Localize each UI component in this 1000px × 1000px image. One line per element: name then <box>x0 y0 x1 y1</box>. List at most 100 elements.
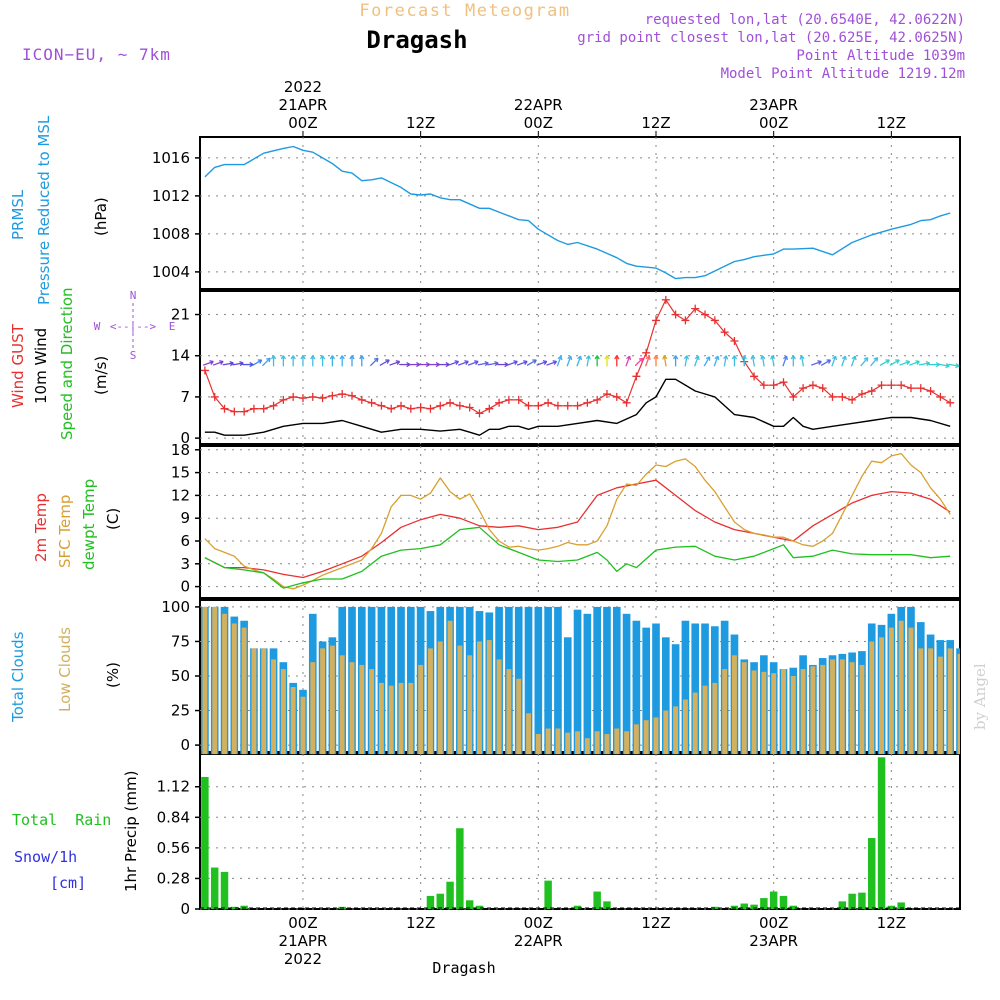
low-cloud-bar <box>535 734 541 755</box>
total-cloud-bar <box>563 637 572 755</box>
gust-marker <box>504 395 513 404</box>
total-cloud-bar <box>377 606 386 755</box>
low-cloud-bar <box>526 713 531 755</box>
low-cloud-bar <box>918 648 924 755</box>
time-label-bottom: 00Z <box>288 914 317 932</box>
gust-marker <box>406 404 415 413</box>
y-tick-label: 7 <box>180 388 190 406</box>
gust-marker <box>377 401 386 410</box>
wind-arrow <box>860 357 869 367</box>
low-cloud-bar <box>614 728 620 755</box>
compass-w: W <box>94 320 101 333</box>
header-model-name: ICON−EU, ~ 7km <box>22 45 171 64</box>
pressure-label-1: PRMSL <box>9 189 27 240</box>
wind-arrow-head <box>464 360 469 365</box>
low-cloud-bar <box>908 627 914 755</box>
clouds-panel <box>201 606 960 755</box>
precip-bar <box>897 902 905 909</box>
precip-labels: Total Rain Snow/1h [cm] 1hr Precip (mm) <box>12 771 140 892</box>
wind-arrow-head <box>513 360 518 365</box>
precip-bar <box>436 893 444 909</box>
low-cloud-bar <box>329 645 335 755</box>
gust-marker <box>583 398 592 407</box>
low-cloud-bar <box>673 706 679 755</box>
precip-bar <box>740 903 748 909</box>
wind-arrow <box>232 362 244 366</box>
precip-panel <box>200 757 960 909</box>
y-tick-label: 0 <box>180 900 190 918</box>
temp-line-temp2m <box>204 479 951 579</box>
time-label-top: 2022 <box>284 78 322 96</box>
pressure-labels: PRMSL Pressure Reduced to MSL (hPa) <box>9 115 110 305</box>
wind-arrow-head <box>645 355 651 361</box>
precip-bar <box>446 881 454 909</box>
wind-arrow-head <box>790 355 796 360</box>
wind-arrow <box>576 355 582 367</box>
temp-sfc-label: SFC Temp <box>56 495 74 568</box>
footer-location: Dragash <box>432 959 495 977</box>
wind-arrow <box>516 360 528 366</box>
wind-arrow <box>713 355 719 367</box>
header-product-title: Forecast Meteogram <box>359 1 570 21</box>
wind-arrow <box>693 355 699 367</box>
y-tick-label: 9 <box>180 509 190 527</box>
gust-marker <box>877 381 886 390</box>
low-cloud-bar <box>369 669 375 755</box>
wind-arrow-head <box>290 355 296 360</box>
total-cloud-bar <box>622 613 631 755</box>
gust-marker <box>681 316 690 325</box>
header-model-altitude: Model Point Altitude 1219.12m <box>721 66 965 82</box>
low-cloud-bar <box>800 669 806 755</box>
temp-2m-label: 2m Temp <box>32 493 50 562</box>
wind-arrow-head <box>567 355 573 361</box>
low-cloud-bar <box>584 738 590 755</box>
wind-arrow-head <box>542 360 548 365</box>
y-tick-label: 1004 <box>152 263 190 281</box>
wind-arrow-head <box>895 359 900 364</box>
precip-bar <box>760 898 768 909</box>
wind-arrow-head <box>832 355 837 361</box>
precip-unit: 1hr Precip (mm) <box>122 771 140 892</box>
total-cloud-bar <box>544 606 552 755</box>
low-cloud-bar <box>349 662 355 755</box>
clouds-unit: (%) <box>104 662 122 688</box>
gust-marker <box>318 394 327 403</box>
total-cloud-bar <box>671 644 680 755</box>
gust-marker <box>563 401 572 410</box>
precip-bar <box>573 905 582 909</box>
low-cloud-bar <box>300 696 306 755</box>
wind-arrow-head <box>209 360 214 365</box>
wind-arrow <box>684 355 688 367</box>
wind-arrow <box>536 360 548 366</box>
gust-marker <box>838 392 847 401</box>
low-cloud-bar <box>378 682 384 755</box>
wind-arrow <box>751 355 756 367</box>
wind-arrow-head <box>741 355 747 360</box>
gust-marker <box>485 404 494 413</box>
low-cloud-bar <box>496 659 502 755</box>
gust-marker <box>652 316 660 325</box>
low-cloud-bar <box>280 669 286 755</box>
wind-arrow-head <box>841 355 847 361</box>
low-cloud-bar <box>722 669 728 755</box>
time-label-bottom: 12Z <box>641 914 670 932</box>
gust-marker <box>887 381 896 390</box>
gust-marker <box>524 401 533 410</box>
gust-marker <box>348 391 356 400</box>
wind-arrow-head <box>614 355 620 360</box>
low-cloud-bar <box>310 662 316 755</box>
total-cloud-bar <box>691 623 700 755</box>
low-cloud-bar <box>781 669 786 755</box>
gust-marker <box>926 387 935 396</box>
low-cloud-bar <box>594 731 600 755</box>
y-tick-label: 50 <box>171 667 190 685</box>
y-tick-label: 6 <box>180 532 190 550</box>
wind-arrow <box>262 357 271 367</box>
total-cloud-bar <box>612 606 621 755</box>
gust-marker <box>632 372 641 381</box>
wind-arrow <box>477 362 489 366</box>
wind-arrow-head <box>385 359 390 364</box>
wind-arrow-head <box>523 360 528 365</box>
gust-marker <box>249 404 258 413</box>
